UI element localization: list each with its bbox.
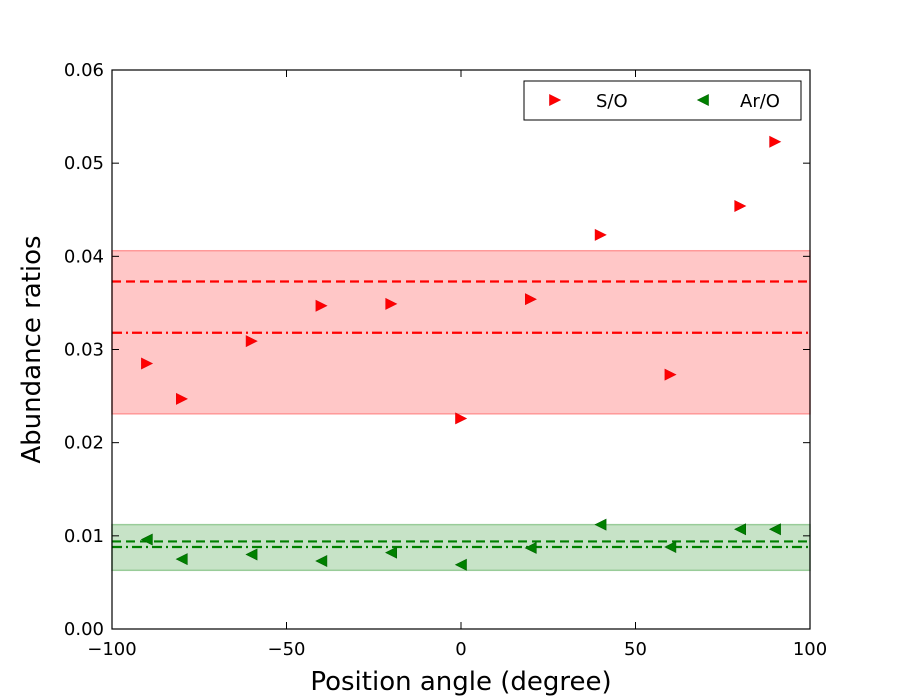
y-tick-label: 0.05 <box>64 153 104 174</box>
y-tick-label: 0.03 <box>64 340 104 361</box>
point-ar-o <box>140 533 153 546</box>
reference-lines <box>112 280 810 549</box>
point-ar-o <box>664 541 677 553</box>
point-s-o <box>769 135 782 148</box>
y-axis-ticks: 0.00 0.01 0.02 0.03 0.04 0.05 0.06 <box>64 60 810 640</box>
point-s-o <box>385 297 398 310</box>
point-ar-o <box>175 553 188 566</box>
y-tick-label: 0.06 <box>64 60 104 81</box>
uncertainty-bands <box>111 249 811 572</box>
data-points <box>140 135 782 571</box>
x-axis-title: Position angle (degree) <box>310 667 611 697</box>
y-tick-label: 0.02 <box>64 433 104 454</box>
point-s-o <box>315 299 328 312</box>
point-ar-o <box>734 523 746 536</box>
x-tick-label: 50 <box>624 639 647 660</box>
point-ar-o <box>454 558 467 571</box>
point-s-o <box>141 357 154 370</box>
point-ar-o <box>524 541 537 554</box>
point-ar-o <box>594 518 607 531</box>
point-ar-o <box>245 548 258 561</box>
point-s-o <box>734 200 747 213</box>
y-tick-label: 0.01 <box>64 526 104 547</box>
x-axis-ticks: −100 −50 0 50 100 <box>87 70 827 660</box>
x-tick-label: 100 <box>793 639 827 660</box>
y-tick-label: 0.00 <box>64 619 104 640</box>
x-tick-label: −50 <box>268 639 306 660</box>
point-ar-o <box>385 546 397 559</box>
y-tick-label: 0.04 <box>64 246 104 267</box>
point-ar-o <box>315 555 328 567</box>
x-tick-label: 0 <box>455 639 466 660</box>
point-s-o <box>594 228 607 241</box>
point-s-o <box>664 368 677 381</box>
legend-label-ar-o: Ar/O <box>740 91 780 112</box>
point-s-o <box>455 412 468 425</box>
point-s-o <box>245 335 258 348</box>
point-s-o <box>525 293 537 306</box>
legend-label-s-o: S/O <box>596 91 628 112</box>
legend: S/O Ar/O <box>523 80 802 121</box>
legend-marker-s-o <box>549 94 562 106</box>
y-axis-title: Abundance ratios <box>17 235 47 463</box>
legend-marker-ar-o <box>696 94 709 106</box>
x-tick-label: −100 <box>87 639 136 660</box>
point-s-o <box>176 392 188 405</box>
point-ar-o <box>768 523 781 536</box>
legend-box <box>523 80 802 121</box>
